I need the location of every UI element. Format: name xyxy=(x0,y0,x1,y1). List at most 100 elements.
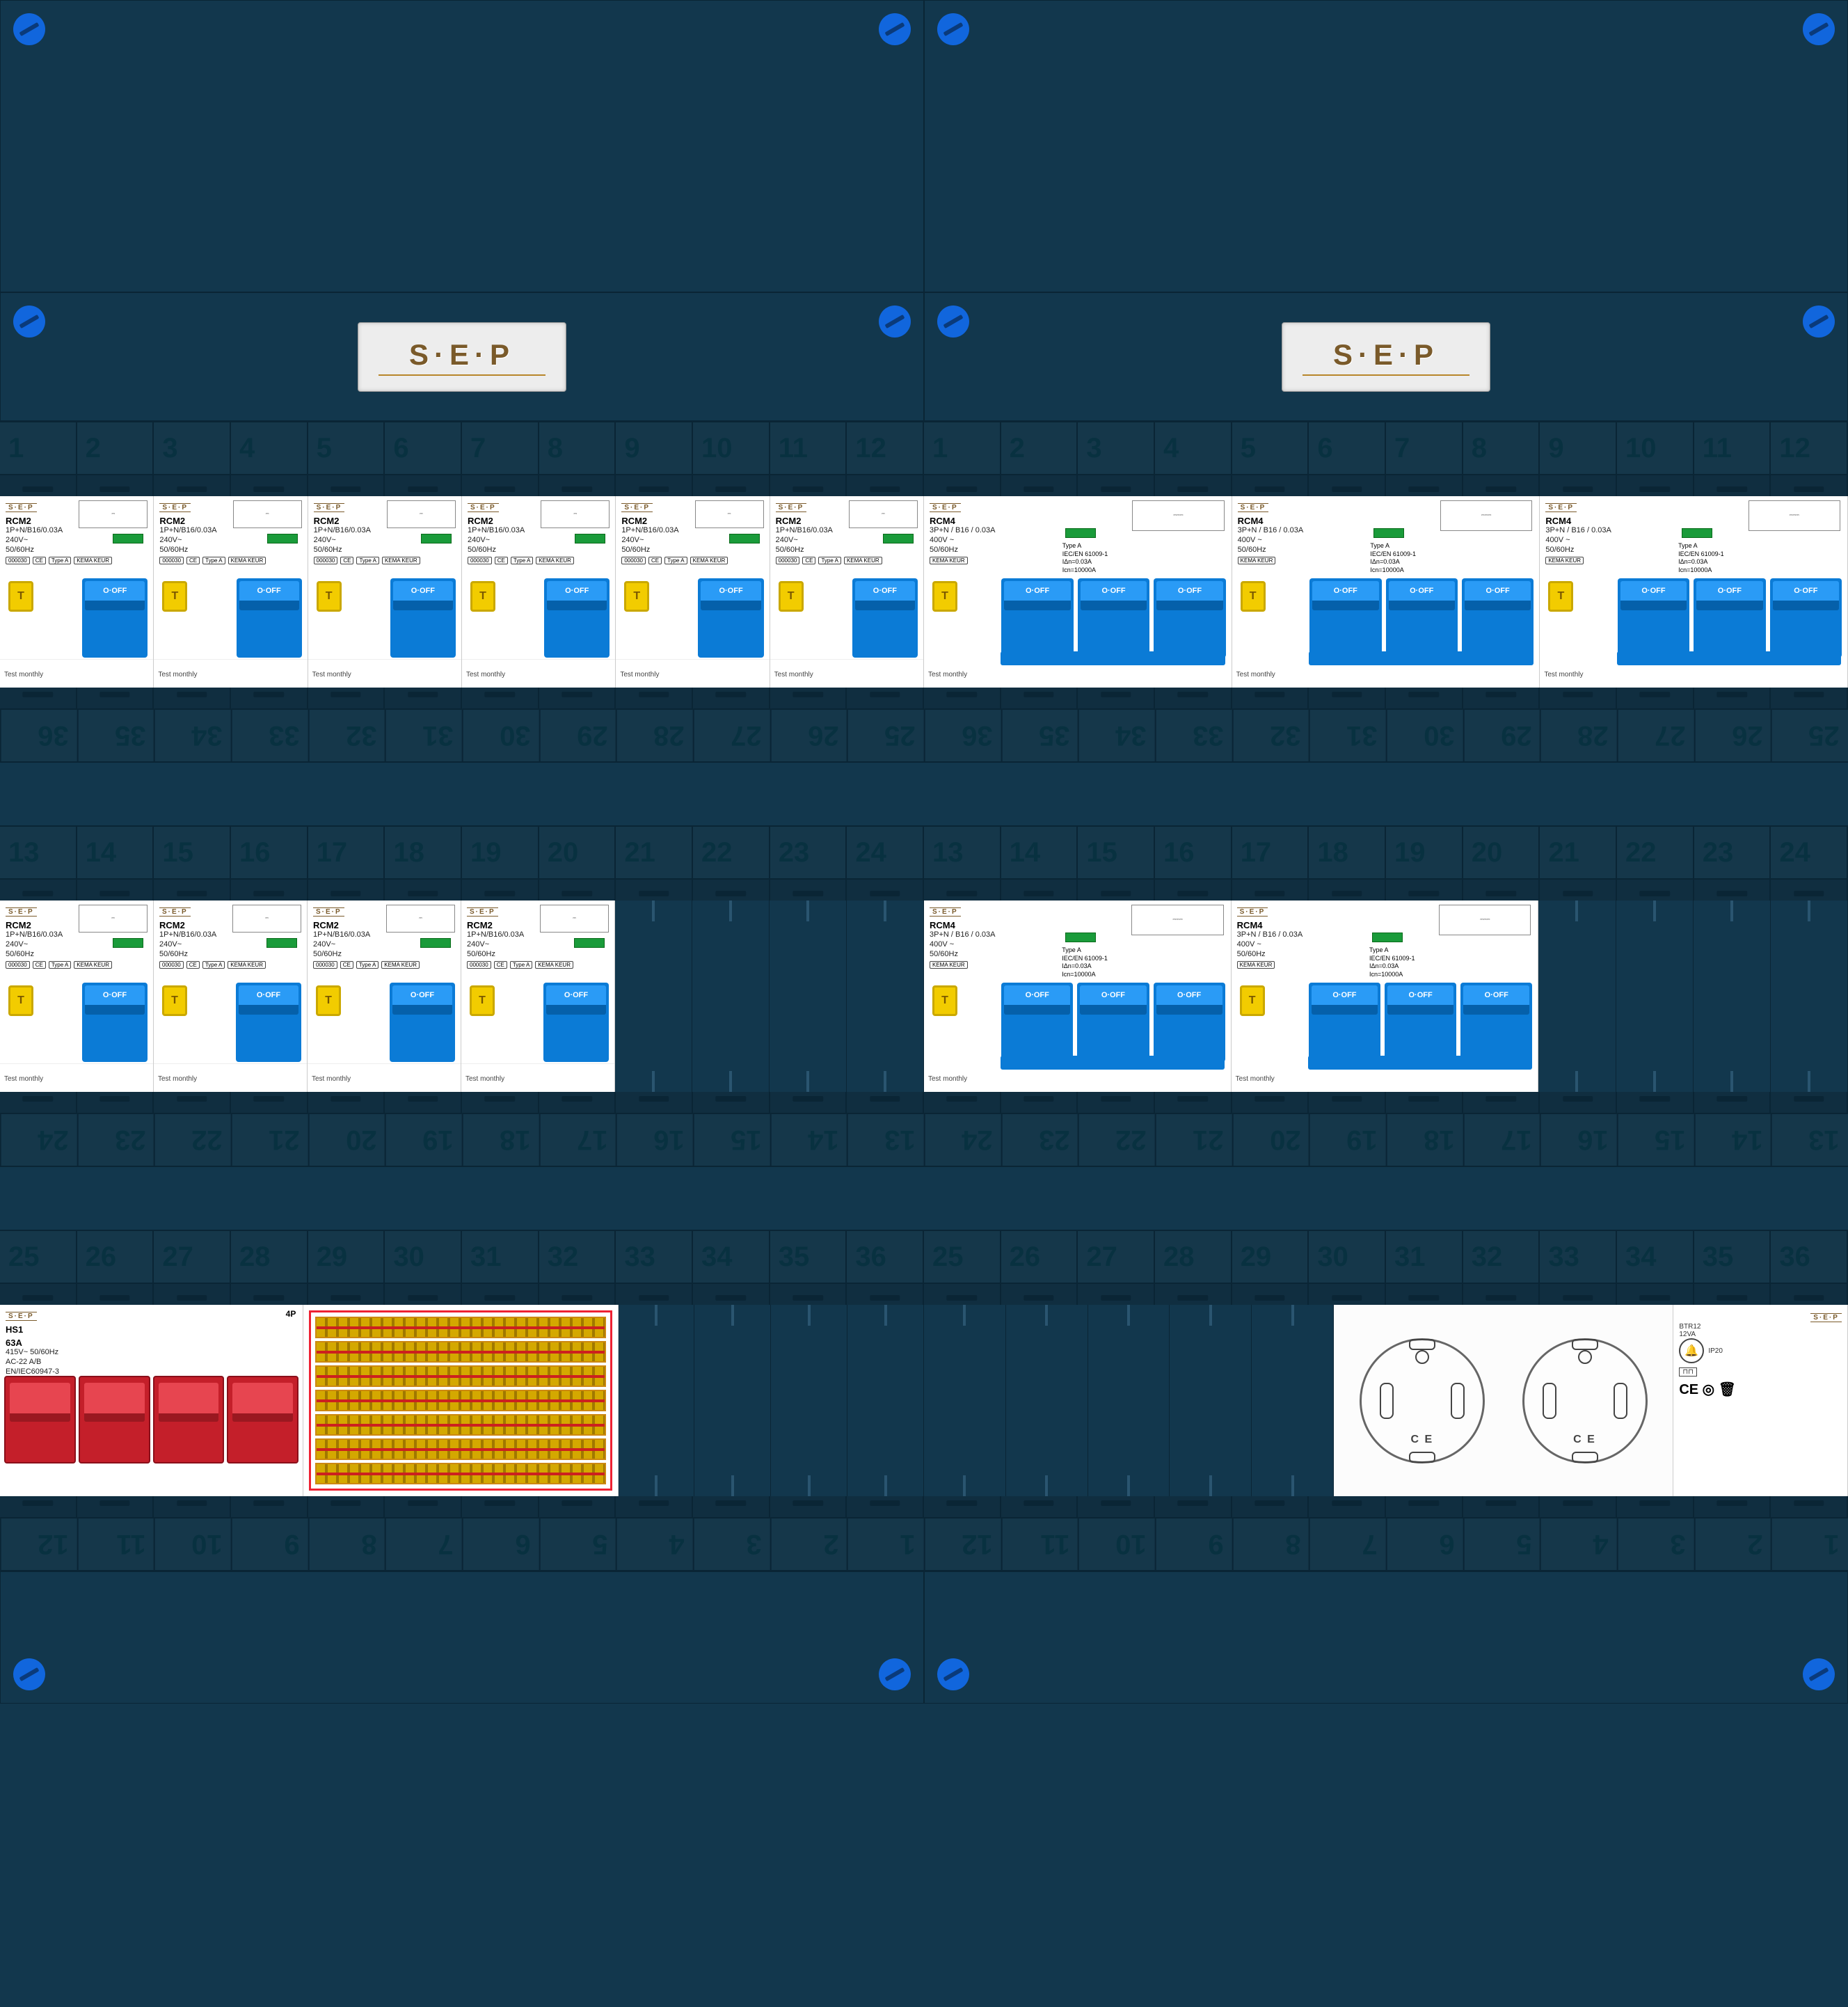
breaker-switch[interactable]: O·OFF xyxy=(1078,578,1149,658)
slot-num: 1 xyxy=(924,422,1001,474)
test-button[interactable]: T xyxy=(1241,581,1266,612)
slot-num: 19 xyxy=(385,1114,462,1166)
empty-slot xyxy=(924,1305,1006,1496)
rcbo-rcm2: S·E·P ⎓ RCM2 1P+N/B16/0.03A 240V~ 50/60H… xyxy=(770,496,924,688)
slot-num: 6 xyxy=(462,1518,539,1570)
test-button[interactable]: T xyxy=(8,581,33,612)
breaker-switch[interactable]: O·OFF xyxy=(1770,578,1842,658)
freq-label: 50/60Hz xyxy=(776,546,918,555)
breaker-switch[interactable]: O·OFF xyxy=(237,578,302,658)
breaker-switch[interactable]: O·OFF xyxy=(1001,983,1073,1062)
breaker-switch[interactable]: O·OFF xyxy=(543,983,609,1062)
slot-num: 31 xyxy=(462,1231,539,1283)
switch-toggle: O·OFF xyxy=(546,985,606,1015)
breaker-switch[interactable]: O·OFF xyxy=(236,983,301,1062)
slot-num: 14 xyxy=(1001,827,1078,878)
slot-num: 12 xyxy=(924,1518,1001,1570)
empty-slot xyxy=(692,901,770,1092)
slot-num: 36 xyxy=(0,710,77,761)
breaker-switch[interactable]: O·OFF xyxy=(390,578,456,658)
slot-num: 25 xyxy=(924,1231,1001,1283)
test-button[interactable]: T xyxy=(8,985,33,1016)
test-button[interactable]: T xyxy=(1240,985,1265,1016)
test-button[interactable]: T xyxy=(779,581,804,612)
main-switch-pole[interactable] xyxy=(227,1376,298,1463)
breaker-switch[interactable]: O·OFF xyxy=(1309,578,1381,658)
main-switch-pole[interactable] xyxy=(4,1376,76,1463)
slot-num: 27 xyxy=(1078,1231,1155,1283)
status-led-icon xyxy=(883,534,914,544)
breaker-switch[interactable]: O·OFF xyxy=(1309,983,1380,1062)
breaker-switch[interactable]: O·OFF xyxy=(1385,983,1456,1062)
empty-slot xyxy=(1088,1305,1170,1496)
slot-num: 3 xyxy=(1617,1518,1694,1570)
slot-num: 14 xyxy=(1694,1114,1771,1166)
slot-num: 29 xyxy=(1232,1231,1309,1283)
breaker-switch[interactable]: O·OFF xyxy=(544,578,610,658)
slot-num: 6 xyxy=(1309,422,1386,474)
breaker-switch[interactable]: O·OFF xyxy=(852,578,918,658)
freq-label: 50/60Hz xyxy=(313,950,455,960)
model-label: BTR12 xyxy=(1679,1323,1842,1331)
pole-label: 4P xyxy=(286,1309,296,1319)
test-button[interactable]: T xyxy=(932,985,957,1016)
cert-badges: 000030CEType AKEMA KEUR xyxy=(776,557,918,564)
slot-num: 35 xyxy=(770,1231,847,1283)
breaker-switch[interactable]: O·OFF xyxy=(1154,578,1225,658)
test-instruction: Test monthly xyxy=(774,671,813,679)
breaker-switch[interactable]: O·OFF xyxy=(1694,578,1765,658)
freq-label: 50/60Hz xyxy=(6,546,148,555)
slot-num: 6 xyxy=(1386,1518,1463,1570)
test-button[interactable]: T xyxy=(470,985,495,1016)
test-button[interactable]: T xyxy=(162,985,187,1016)
slot-num: 25 xyxy=(847,710,924,761)
test-instruction: Test monthly xyxy=(158,1075,197,1083)
test-button[interactable]: T xyxy=(1548,581,1573,612)
slot-numbers-row2-bottom: 24 23 22 21 20 19 18 17 16 15 14 13 xyxy=(0,1113,924,1167)
schuko-socket[interactable]: C E xyxy=(1522,1338,1648,1463)
ground-clip-icon xyxy=(1572,1339,1598,1350)
busbar-row xyxy=(315,1414,605,1436)
circuit-diagram-icon: ⎓ xyxy=(233,500,302,528)
slot-num: 34 xyxy=(154,710,231,761)
test-button[interactable]: T xyxy=(162,581,187,612)
schuko-socket[interactable]: C E xyxy=(1360,1338,1485,1463)
breaker-switch[interactable]: O·OFF xyxy=(1386,578,1458,658)
breaker-switch[interactable]: O·OFF xyxy=(1462,578,1534,658)
breaker-switch[interactable]: O·OFF xyxy=(1077,983,1149,1062)
slot-num: 7 xyxy=(1386,422,1463,474)
breaker-switch[interactable]: O·OFF xyxy=(82,983,148,1062)
test-instruction: Test monthly xyxy=(1236,1075,1275,1083)
status-led-icon xyxy=(266,938,297,948)
test-button[interactable]: T xyxy=(316,985,341,1016)
test-button[interactable]: T xyxy=(317,581,342,612)
cert-badges: 000030CEType AKEMA KEUR xyxy=(159,557,301,564)
breaker-switch[interactable]: O·OFF xyxy=(82,578,148,658)
main-switch-hs1: S·E·P 4P HS1 63A 415V~ 50/60Hz AC-22 A/B… xyxy=(0,1305,303,1496)
bell-transformer: S·E·P BTR12 12VA 🔔 IP20 ⊓⊓ CE ◎ 🗑 xyxy=(1673,1305,1848,1496)
main-switch-pole[interactable] xyxy=(153,1376,225,1463)
circuit-diagram-icon: ⎓⎓⎓ xyxy=(1439,905,1531,935)
slot-num: 15 xyxy=(1617,1114,1694,1166)
slot-num: 31 xyxy=(1386,1231,1463,1283)
screw-icon xyxy=(13,13,45,45)
test-button[interactable]: T xyxy=(624,581,649,612)
slot-num: 34 xyxy=(693,1231,770,1283)
breaker-switch[interactable]: O·OFF xyxy=(1460,983,1532,1062)
din-rail-notch xyxy=(924,1496,1848,1517)
breaker-switch[interactable]: O·OFF xyxy=(390,983,455,1062)
left-logo-cover: S·E·P xyxy=(0,292,924,421)
slot-num: 20 xyxy=(1232,1114,1309,1166)
right-logo-cover: S·E·P xyxy=(924,292,1848,421)
test-button[interactable]: T xyxy=(932,581,957,612)
main-switch-pole[interactable] xyxy=(79,1376,150,1463)
slot-num: 1 xyxy=(0,422,77,474)
breaker-switch[interactable]: O·OFF xyxy=(1154,983,1225,1062)
breaker-switch[interactable]: O·OFF xyxy=(1001,578,1073,658)
breaker-switch[interactable]: O·OFF xyxy=(1618,578,1689,658)
test-instruction: Test monthly xyxy=(4,1075,43,1083)
test-button[interactable]: T xyxy=(470,581,495,612)
ac-label: AC-22 A/B xyxy=(6,1358,297,1367)
empty-slot xyxy=(1616,901,1694,1092)
breaker-switch[interactable]: O·OFF xyxy=(698,578,763,658)
